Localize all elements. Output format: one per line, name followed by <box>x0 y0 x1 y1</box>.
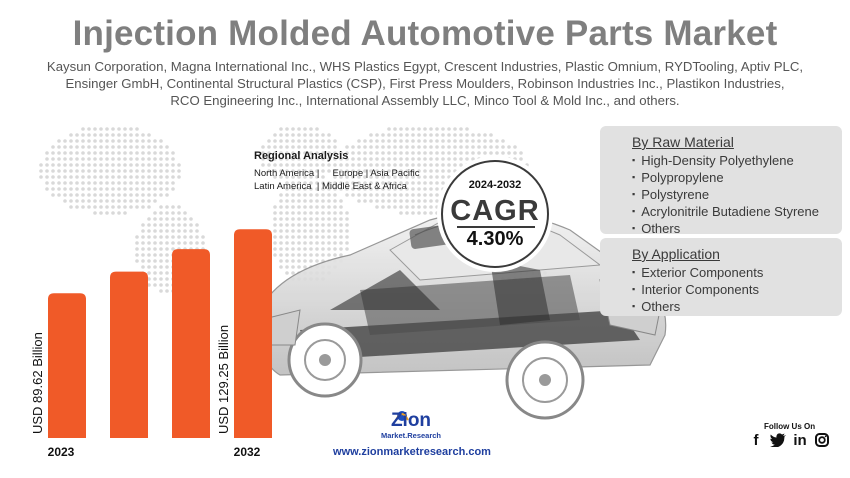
category-label: 2023 <box>48 445 75 459</box>
regional-analysis: Regional Analysis North America | Europe… <box>254 150 419 193</box>
bar <box>172 249 210 438</box>
regional-analysis-heading: Regional Analysis <box>254 150 349 162</box>
list-item: High-Density Polyethylene <box>632 153 842 170</box>
raw-material-panel: By Raw Material High-Density Polyethylen… <box>600 126 842 236</box>
bar <box>48 293 86 438</box>
list-item: Others <box>632 299 842 316</box>
key-players-line: Kaysun Corporation, Magna International … <box>46 59 804 74</box>
website-link[interactable]: www.zionmarketresearch.com <box>333 446 491 458</box>
cagr-label: CAGR <box>450 195 540 227</box>
regional-analysis-line: North America | Europe | Asia Pacific <box>254 168 420 179</box>
list-item: Others <box>632 221 842 238</box>
logo-wordmark: Zion <box>391 410 431 431</box>
linkedin-icon[interactable]: in <box>793 432 807 449</box>
social-links: f in <box>748 433 830 449</box>
page-title: Injection Molded Automotive Parts Market <box>72 14 778 53</box>
application-heading: By Application <box>632 246 720 262</box>
category-label: 2032 <box>234 445 261 459</box>
facebook-icon[interactable]: f <box>753 432 759 449</box>
cagr-period: 2024-2032 <box>468 179 522 191</box>
list-item: Acrylonitrile Butadiene Styrene <box>632 204 842 221</box>
instagram-icon[interactable] <box>814 433 830 449</box>
value-label: USD 129.25 Billion <box>216 325 231 434</box>
cagr-badge: 2024-2032 CAGR 4.30% <box>441 160 549 268</box>
bar <box>110 271 148 438</box>
application-panel: By Application Exterior Components Inter… <box>600 238 842 316</box>
list-item: Exterior Components <box>632 265 842 282</box>
cagr-value: 4.30% <box>466 228 524 250</box>
bar <box>234 229 272 438</box>
key-players: Kaysun Corporation, Magna International … <box>20 58 830 109</box>
key-players-line: RCO Engineering Inc., International Asse… <box>170 93 680 108</box>
logo-subtext: Market.Research <box>381 431 441 440</box>
raw-material-heading: By Raw Material <box>632 134 734 150</box>
key-players-line: Ensinger GmbH, Continental Structural Pl… <box>65 76 785 91</box>
cagr-divider <box>457 226 535 228</box>
list-item: Polystyrene <box>632 187 842 204</box>
list-item: Interior Components <box>632 282 842 299</box>
twitter-icon[interactable] <box>770 433 786 449</box>
regional-analysis-line: Latin America | Middle East & Africa <box>254 181 407 192</box>
zion-logo: Zion Market.Research <box>381 410 441 440</box>
value-label: USD 89.62 Billion <box>30 332 45 434</box>
list-item: Polypropylene <box>632 170 842 187</box>
follow-label: Follow Us On <box>764 422 816 431</box>
